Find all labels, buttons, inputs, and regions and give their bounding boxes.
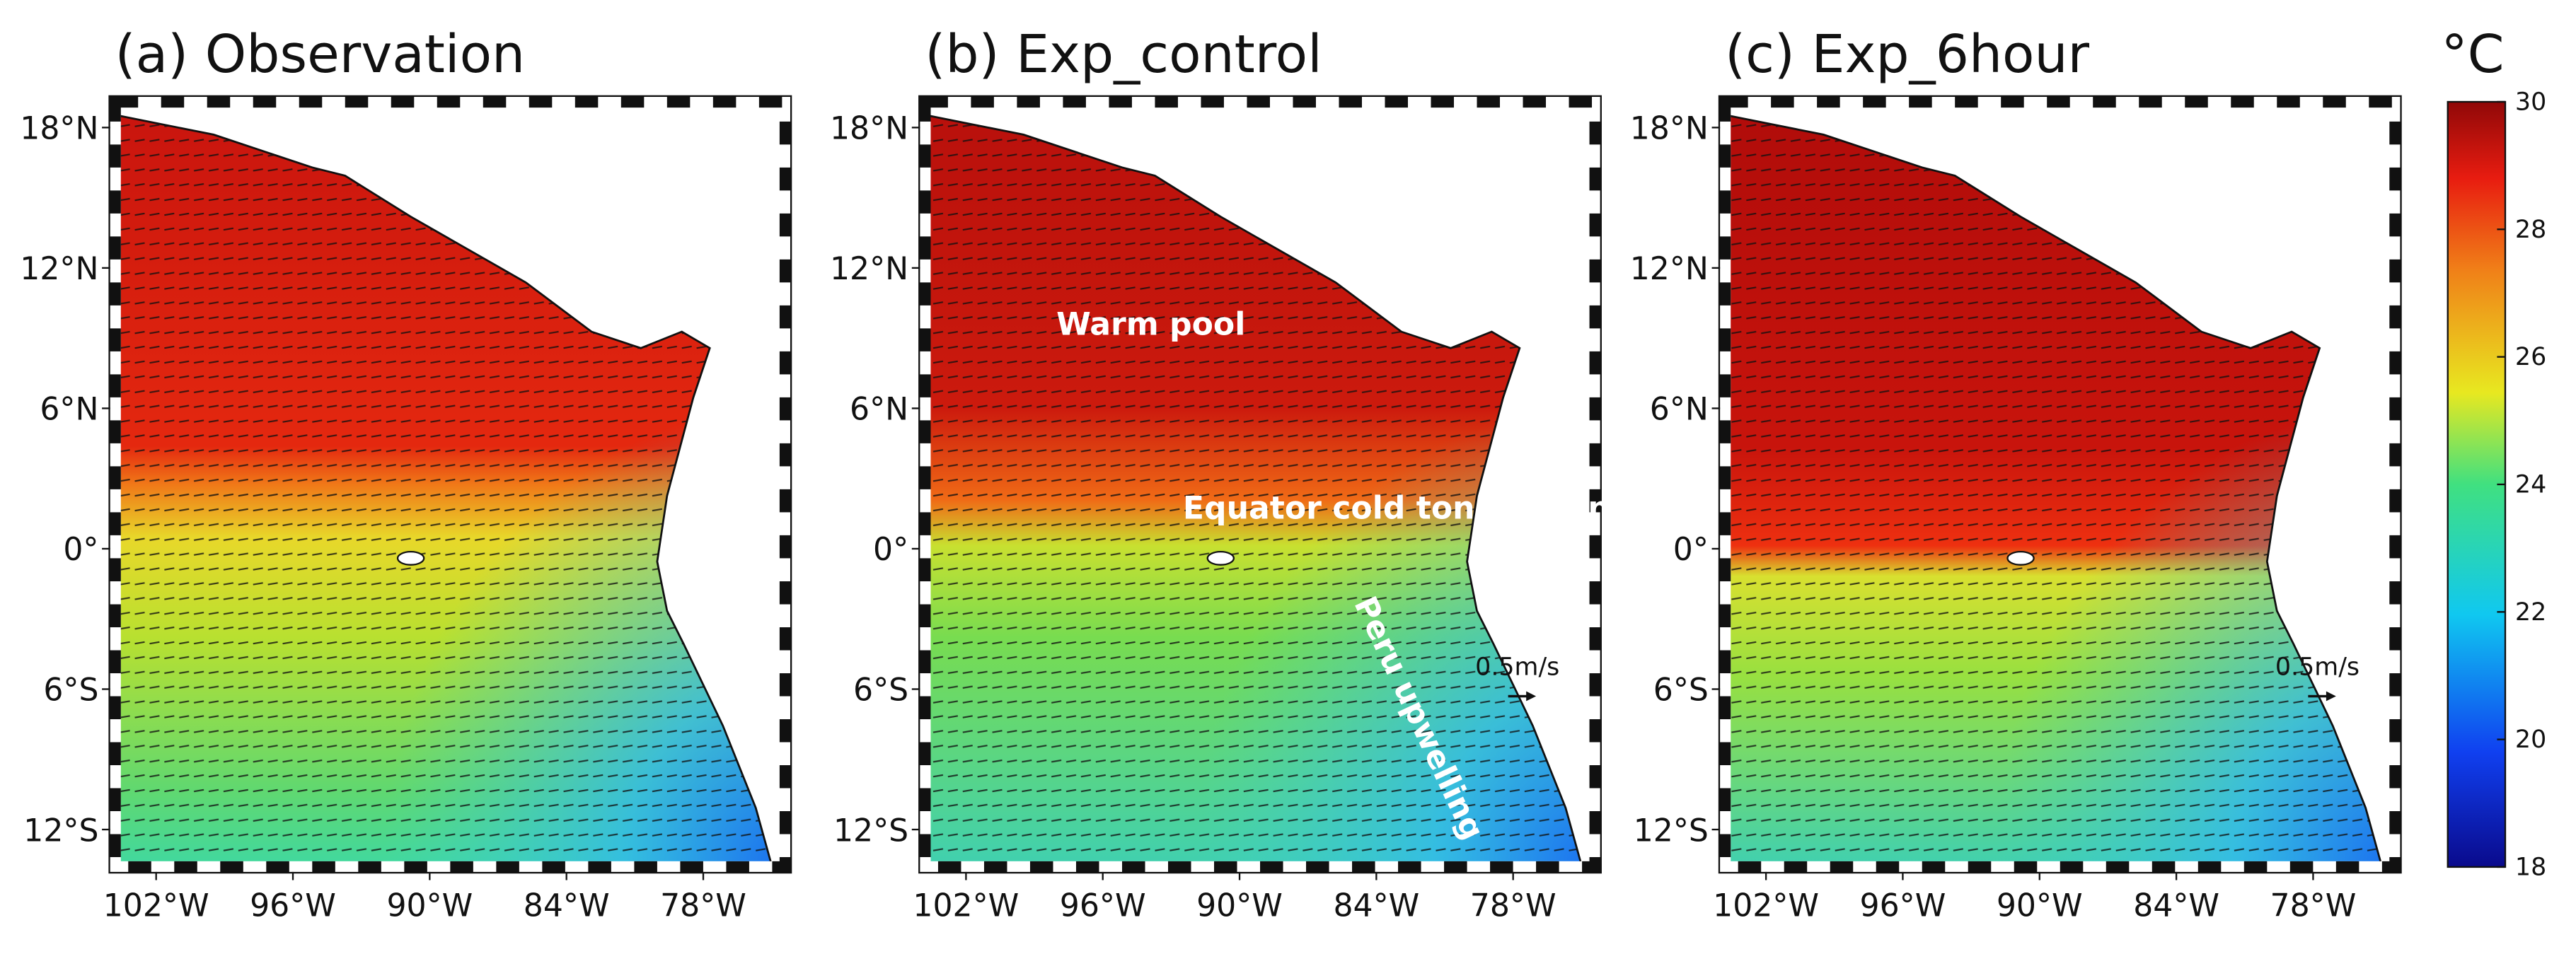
x-tick-label: 78°W	[2270, 888, 2357, 924]
y-tick-label: 12°S	[833, 813, 908, 849]
map-panel: (c) Exp_6hour 102°W 96°W 90°W 84°W 78°W 18°N 12…	[1630, 23, 2402, 924]
x-tick-label: 90°W	[386, 888, 473, 924]
x-tick-label: 90°W	[1997, 888, 2083, 924]
colorbar-tick-label: 18	[2515, 854, 2546, 882]
y-tick-label: 18°N	[1630, 111, 1709, 147]
x-tick-label: 102°W	[103, 888, 209, 924]
y-tick-label: 0°	[873, 532, 908, 568]
y-tick-label: 6°N	[850, 392, 908, 428]
x-tick-label: 78°W	[660, 888, 746, 924]
panel-title: (a) Observation	[115, 23, 525, 85]
x-tick-label: 78°W	[1470, 888, 1556, 924]
x-tick-label: 90°W	[1196, 888, 1283, 924]
x-tick-label: 96°W	[1060, 888, 1146, 924]
frame-line	[108, 95, 792, 874]
y-tick-label: 12°N	[20, 251, 98, 287]
annotation: Warm pool	[1056, 307, 1245, 343]
y-tick-label: 6°S	[1653, 673, 1709, 709]
y-tick-label: 12°N	[830, 251, 908, 287]
y-tick-label: 18°N	[830, 111, 908, 147]
galapagos	[396, 550, 425, 566]
x-tick-label: 84°W	[2133, 888, 2219, 924]
colorbar-tick-label: 24	[2515, 471, 2546, 499]
vector-scale-head	[1526, 691, 1537, 702]
y-tick-label: 6°N	[40, 392, 98, 428]
colorbar-tick-label: 28	[2515, 216, 2546, 244]
frame-line	[918, 95, 1602, 874]
map-panel: (a) Observation 102°W 96°W 90°W 84°W 78°W 18°N…	[20, 23, 792, 924]
y-tick-label: 6°N	[1650, 392, 1709, 428]
colorbar-tick-label: 22	[2515, 598, 2546, 627]
colorbar-label: °C	[2441, 23, 2504, 85]
x-tick-label: 96°W	[1860, 888, 1946, 924]
galapagos	[2006, 550, 2035, 566]
vector-scale-head	[2326, 691, 2336, 702]
x-tick-label: 102°W	[1713, 888, 1819, 924]
frame-checker	[109, 95, 792, 873]
colorbar-tick-label: 20	[2515, 726, 2546, 754]
y-tick-label: 6°S	[853, 673, 908, 709]
y-tick-label: 18°N	[20, 111, 98, 147]
x-tick-label: 102°W	[913, 888, 1019, 924]
panel-title: (c) Exp_6hour	[1725, 23, 2089, 85]
colorbar-tick-label: 26	[2515, 343, 2546, 371]
colorbar	[2447, 100, 2507, 868]
y-tick-label: 6°S	[43, 673, 98, 709]
panel-title: (b) Exp_control	[925, 23, 1322, 85]
frame-line	[1718, 95, 2402, 874]
y-tick-label: 12°N	[1630, 251, 1709, 287]
y-tick-label: 12°S	[1634, 813, 1709, 849]
vector-scale-label: 0.5m/s	[1475, 653, 1559, 681]
frame-checker	[919, 95, 1601, 873]
y-tick-label: 0°	[1673, 532, 1709, 568]
x-tick-label: 96°W	[250, 888, 336, 924]
vector-scale-label: 0.5m/s	[2275, 653, 2360, 681]
colorbar-tick-label: 30	[2515, 88, 2546, 117]
x-tick-label: 84°W	[1333, 888, 1419, 924]
y-tick-label: 0°	[63, 532, 98, 568]
map-panel: (b) Exp_control 102°W 96°W 90°W 84°W 78°W 18°N…	[830, 23, 1676, 924]
galapagos	[1206, 550, 1235, 566]
y-tick-label: 12°S	[23, 813, 98, 849]
x-tick-label: 84°W	[524, 888, 610, 924]
annotation: Equator cold tongue tongue	[1183, 491, 1676, 527]
frame-checker	[1719, 95, 2401, 873]
